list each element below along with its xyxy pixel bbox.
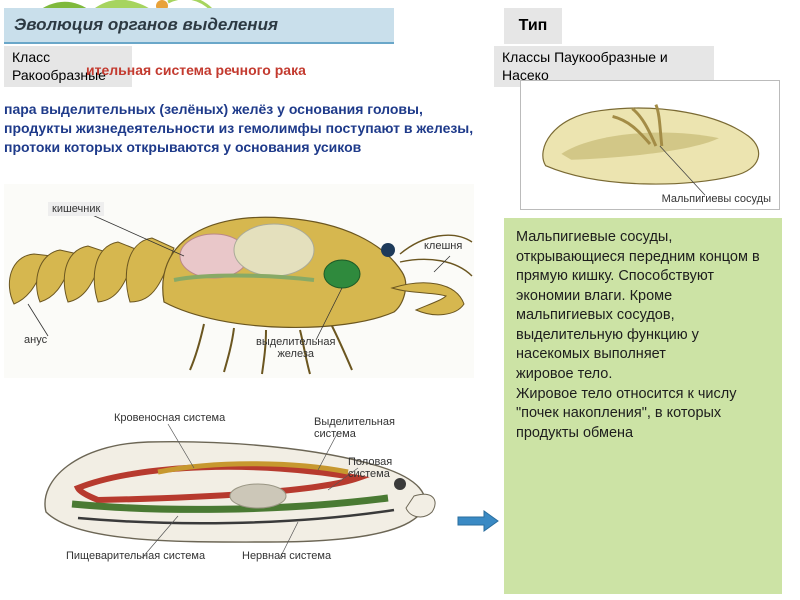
green-info-panel: Мальпигиевые сосуды, открывающиеся перед… [504,218,782,594]
slug-figure: Кровеносная система Выделительная систем… [18,400,458,570]
crayfish-label-gland: выделительная железа [256,336,335,360]
malpighian-figure: Мальпигиевы сосуды [520,80,780,210]
header-band: Эволюция органов выделения [4,8,394,44]
crayfish-figure: кишечник анус клешня выделительная желез… [4,184,474,378]
blue-paragraph: пара выделительных (зелёных) желёз у осн… [4,100,474,157]
slug-legend-nervous: Нервная система [242,550,331,562]
malpighian-caption: Мальпигиевы сосуды [662,193,771,205]
header-title: Эволюция органов выделения [14,15,278,35]
crayfish-label-anus: анус [24,334,47,346]
slug-legend-reproductive: Половая система [348,456,392,480]
red-fragment-text: ительная система речного рака [86,62,306,78]
tip-box: Тип [504,8,562,44]
class-right-text: Классы Паукообразные и Насеко [502,49,668,83]
slug-legend-digestive: Пищеварительная система [66,550,205,562]
green-panel-text: Мальпигиевые сосуды, открывающиеся перед… [516,229,760,441]
crayfish-label-intestine: кишечник [48,202,104,216]
tip-label: Тип [519,17,548,35]
arrow-icon [456,510,500,532]
slug-legend-circulatory: Кровеносная система [114,412,225,424]
crayfish-label-claw: клешня [424,240,462,252]
slug-legend-excretory: Выделительная система [314,416,395,440]
